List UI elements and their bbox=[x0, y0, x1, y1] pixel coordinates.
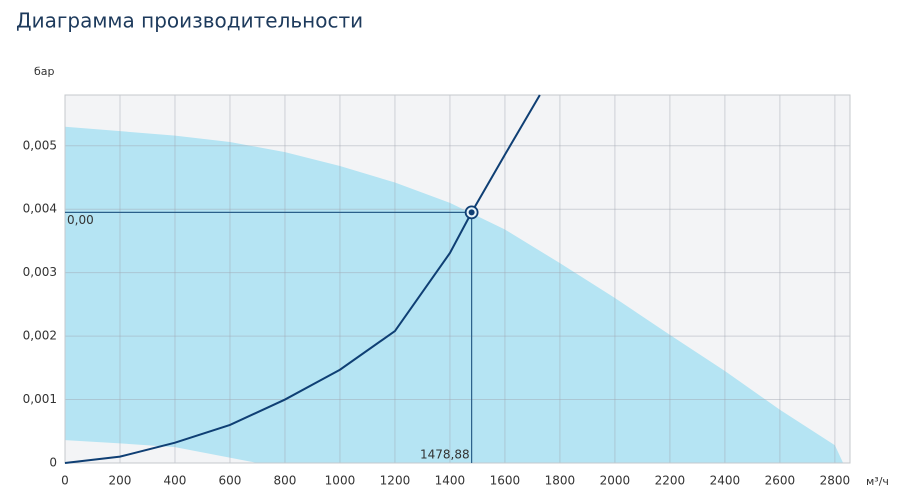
operating-point-x-label: 1478,88 bbox=[420, 448, 470, 462]
plot-border bbox=[64, 94, 851, 464]
chart-title: Диаграмма производительности bbox=[16, 9, 363, 33]
operating-point-core bbox=[468, 209, 475, 216]
y-axis-label: бар bbox=[34, 65, 55, 78]
y-tick-label: 0,001 bbox=[23, 392, 57, 406]
y-tick-label: 0,003 bbox=[23, 265, 57, 279]
x-tick-label: 600 bbox=[219, 474, 242, 488]
x-tick-label: 1400 bbox=[435, 474, 466, 488]
x-tick-label: 1600 bbox=[490, 474, 521, 488]
y-tick-label: 0,004 bbox=[23, 202, 57, 216]
x-tick-label: 800 bbox=[274, 474, 297, 488]
x-tick-label: 200 bbox=[109, 474, 132, 488]
x-tick-label: 1800 bbox=[545, 474, 576, 488]
y-tick-label: 0 bbox=[49, 456, 57, 470]
x-tick-label: 1200 bbox=[380, 474, 411, 488]
x-tick-label: 2600 bbox=[765, 474, 796, 488]
x-axis-label: м³/ч bbox=[866, 475, 889, 488]
system-curve bbox=[64, 94, 541, 464]
upper-area bbox=[65, 126, 844, 464]
x-tick-label: 400 bbox=[164, 474, 187, 488]
x-tick-label: 2000 bbox=[600, 474, 631, 488]
operating-point-y-label: 0,00 bbox=[67, 213, 94, 227]
x-tick-label: 1000 bbox=[325, 474, 356, 488]
x-tick-label: 2200 bbox=[655, 474, 686, 488]
x-tick-label: 2400 bbox=[710, 474, 741, 488]
y-tick-label: 0,002 bbox=[23, 329, 57, 343]
y-tick-label: 0,005 bbox=[23, 138, 57, 152]
x-tick-label: 2800 bbox=[820, 474, 851, 488]
x-tick-label: 0 bbox=[61, 474, 69, 488]
